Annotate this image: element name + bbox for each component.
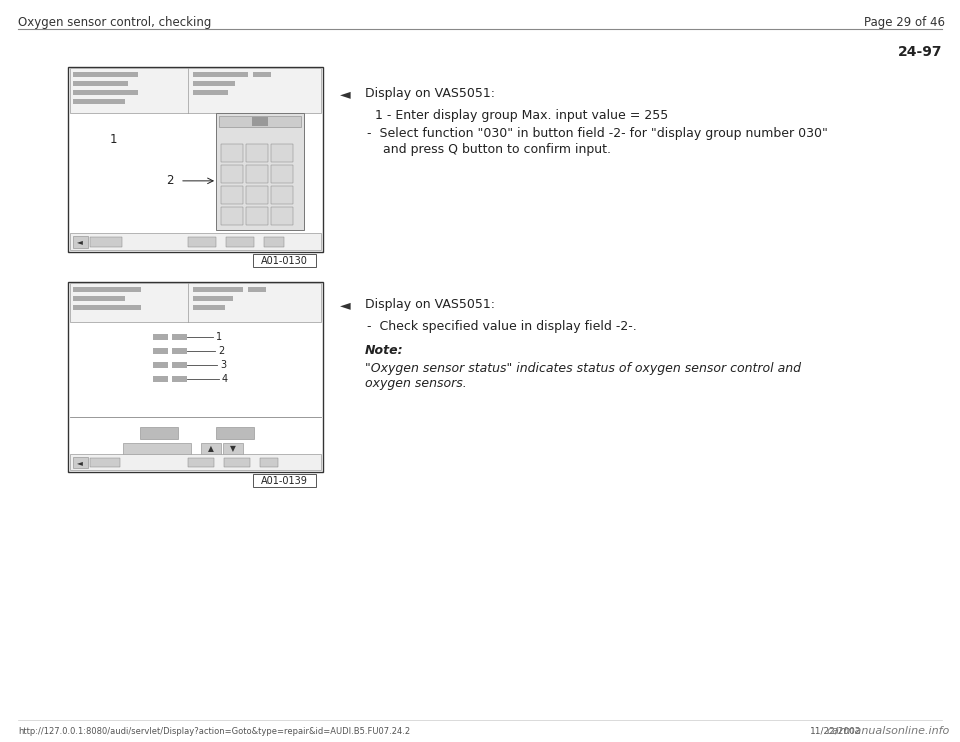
Bar xyxy=(172,334,187,340)
Text: 2: 2 xyxy=(166,174,174,188)
Bar xyxy=(90,237,122,247)
Text: ◄: ◄ xyxy=(340,87,350,101)
Text: 1: 1 xyxy=(216,332,222,342)
Bar xyxy=(73,81,128,86)
Bar xyxy=(226,237,254,247)
Text: ▲: ▲ xyxy=(208,444,214,453)
Text: Oxygen sensor control, checking: Oxygen sensor control, checking xyxy=(18,16,211,29)
Bar xyxy=(193,90,228,95)
Bar xyxy=(246,186,268,204)
Bar xyxy=(68,282,323,472)
Text: ◄: ◄ xyxy=(77,237,83,246)
Bar xyxy=(248,287,266,292)
Bar xyxy=(73,457,88,468)
Text: 24-97: 24-97 xyxy=(898,45,942,59)
Text: ◄: ◄ xyxy=(77,459,83,467)
Bar xyxy=(70,454,321,470)
Bar xyxy=(172,362,187,368)
Bar xyxy=(172,376,187,382)
Text: http://127.0.0.1:8080/audi/servlet/Display?action=Goto&type=repair&id=AUDI.B5.FU: http://127.0.0.1:8080/audi/servlet/Displ… xyxy=(18,726,410,735)
Bar xyxy=(70,68,321,113)
Bar xyxy=(224,458,250,467)
Bar xyxy=(264,237,284,247)
Text: -  Check specified value in display field -2-.: - Check specified value in display field… xyxy=(367,320,636,333)
Bar xyxy=(153,348,168,354)
Bar xyxy=(246,165,268,183)
Bar xyxy=(123,443,191,455)
Bar xyxy=(221,186,243,204)
Bar xyxy=(221,207,243,225)
Bar xyxy=(73,296,125,301)
Bar xyxy=(252,117,268,126)
Bar xyxy=(188,458,214,467)
Bar xyxy=(193,305,225,310)
Bar xyxy=(70,283,321,322)
Bar xyxy=(271,207,293,225)
Text: Display on VAS5051:: Display on VAS5051: xyxy=(365,87,495,100)
Bar xyxy=(246,207,268,225)
Text: A01-0130: A01-0130 xyxy=(260,256,307,266)
Bar xyxy=(216,113,304,230)
Text: 11/22/2002: 11/22/2002 xyxy=(810,726,861,735)
Bar xyxy=(188,237,216,247)
Text: carmanualsonline.info: carmanualsonline.info xyxy=(827,726,950,736)
Bar xyxy=(73,99,125,104)
Bar xyxy=(253,254,316,267)
Bar xyxy=(73,287,141,292)
Text: ▼: ▼ xyxy=(230,444,236,453)
Bar xyxy=(271,144,293,162)
Bar xyxy=(193,296,233,301)
Text: 1 - Enter display group Max. input value = 255: 1 - Enter display group Max. input value… xyxy=(375,109,668,122)
Bar xyxy=(73,305,141,310)
Bar xyxy=(221,144,243,162)
Bar xyxy=(216,427,254,439)
Bar xyxy=(253,72,271,77)
Bar xyxy=(193,287,243,292)
Bar xyxy=(201,443,221,455)
Bar xyxy=(153,376,168,382)
Bar xyxy=(271,186,293,204)
Text: Page 29 of 46: Page 29 of 46 xyxy=(864,16,945,29)
Text: 1: 1 xyxy=(109,133,117,146)
Bar xyxy=(193,72,248,77)
Text: Display on VAS5051:: Display on VAS5051: xyxy=(365,298,495,311)
Bar xyxy=(193,81,235,86)
Bar xyxy=(246,144,268,162)
Text: 3: 3 xyxy=(220,360,227,370)
Text: oxygen sensors.: oxygen sensors. xyxy=(365,377,467,390)
Text: -  Select function "030" in button field -2- for "display group number 030": - Select function "030" in button field … xyxy=(367,127,828,140)
Bar xyxy=(253,474,316,487)
Bar xyxy=(172,348,187,354)
Text: 2: 2 xyxy=(218,346,225,356)
Bar xyxy=(73,72,138,77)
Bar xyxy=(90,458,120,467)
Bar xyxy=(70,233,321,250)
Bar xyxy=(271,165,293,183)
Text: A01-0139: A01-0139 xyxy=(260,476,307,486)
Text: 4: 4 xyxy=(222,374,228,384)
Bar xyxy=(68,67,323,252)
Bar xyxy=(153,362,168,368)
Text: Note:: Note: xyxy=(365,344,403,357)
Text: ◄: ◄ xyxy=(340,298,350,312)
Bar xyxy=(140,427,178,439)
Bar xyxy=(73,236,88,248)
Text: and press Q button to confirm input.: and press Q button to confirm input. xyxy=(383,143,611,156)
Bar xyxy=(223,443,243,455)
Bar xyxy=(153,334,168,340)
Bar xyxy=(73,90,138,95)
Bar xyxy=(219,116,301,127)
Bar xyxy=(260,458,278,467)
Bar xyxy=(221,165,243,183)
Text: "Oxygen sensor status" indicates status of oxygen sensor control and: "Oxygen sensor status" indicates status … xyxy=(365,362,801,375)
